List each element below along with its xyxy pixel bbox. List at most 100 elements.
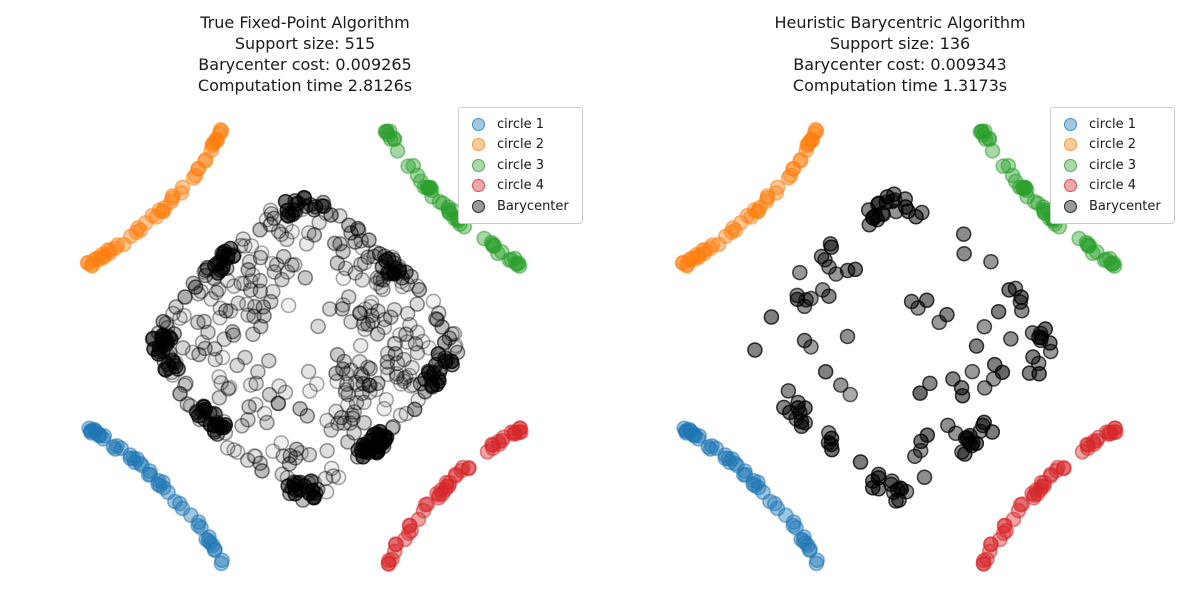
scatter-point (956, 245, 972, 262)
scatter-point (197, 340, 213, 357)
scatter-point (262, 202, 279, 219)
scatter-point (803, 339, 819, 355)
scatter-point (353, 366, 369, 382)
scatter-point (874, 205, 891, 222)
scatter-point (378, 391, 395, 408)
scatter-point (780, 383, 797, 399)
scatter-point (256, 405, 273, 422)
scatter-point (1080, 437, 1096, 454)
scatter-point (208, 132, 224, 149)
scatter-point (340, 434, 356, 450)
scatter-point (782, 404, 798, 421)
legend-label: circle 3 (497, 157, 544, 173)
scatter-point (823, 239, 840, 255)
legend-row: Barycenter (467, 196, 569, 217)
scatter-point (240, 452, 256, 468)
scatter-point (375, 272, 392, 288)
scatter-point (1000, 157, 1017, 174)
scatter-point (225, 327, 242, 343)
scatter-point (800, 537, 816, 554)
scatter-point (409, 324, 426, 341)
scatter-point (785, 161, 801, 177)
scatter-point (387, 346, 404, 362)
scatter-point (354, 385, 370, 402)
scatter-point (490, 245, 506, 262)
legend-marker-icon (472, 158, 485, 172)
scatter-point (340, 386, 356, 403)
scatter-point (176, 307, 192, 324)
scatter-point (453, 462, 470, 479)
scatter-point (323, 207, 339, 223)
scatter-point (253, 245, 270, 261)
legend-row: circle 1 (467, 114, 569, 135)
scatter-point (203, 291, 219, 307)
scatter-point (342, 415, 358, 431)
scatter-point (297, 270, 314, 286)
scatter-point (368, 381, 384, 398)
scatter-point (379, 354, 396, 370)
scatter-point (803, 290, 819, 307)
legend-marker-icon (1064, 179, 1077, 193)
scatter-point (908, 208, 924, 225)
scatter-point (343, 225, 359, 241)
scatter-point (353, 256, 369, 273)
scatter-point (274, 271, 290, 288)
scatter-point (793, 413, 810, 430)
right-title-line-2: Support size: 136 (829, 34, 971, 53)
scatter-point (211, 390, 228, 406)
scatter-point (363, 294, 380, 311)
scatter-point (360, 316, 376, 333)
scatter-point (219, 272, 236, 289)
right-title-line-1: Heuristic Barycentric Algorithm (774, 13, 1026, 32)
scatter-point (1014, 302, 1030, 319)
scatter-point (306, 474, 323, 491)
scatter-point (263, 206, 280, 222)
scatter-point (247, 448, 264, 465)
scatter-point (410, 511, 427, 528)
scatter-point (325, 468, 342, 484)
scatter-point (401, 367, 418, 384)
scatter-point (252, 283, 269, 299)
scatter-point (341, 289, 357, 305)
scatter-point (997, 517, 1013, 534)
scatter-point (678, 423, 695, 439)
scatter-point (485, 437, 501, 454)
scatter-point (912, 385, 928, 401)
right-title-line-4: Computation time 1.3173s (792, 76, 1008, 95)
scatter-point (216, 414, 232, 430)
scatter-point (369, 270, 386, 286)
scatter-point (370, 375, 386, 392)
scatter-point (392, 327, 408, 343)
legend-row: circle 4 (1059, 176, 1161, 197)
scatter-point (747, 342, 763, 358)
scatter-point (903, 293, 920, 310)
scatter-point (399, 334, 415, 350)
scatter-point (222, 303, 239, 319)
scatter-point (353, 233, 369, 249)
scatter-point (1005, 511, 1022, 528)
scatter-point (280, 297, 297, 314)
scatter-point (352, 305, 368, 322)
left-legend: circle 1 circle 2 circle 3 circle 4 Barycent… (458, 107, 583, 224)
scatter-point (352, 337, 369, 354)
scatter-point (983, 536, 999, 553)
scatter-point (419, 496, 436, 512)
scatter-point (226, 442, 242, 458)
scatter-point (1028, 482, 1045, 498)
scatter-point (240, 411, 256, 428)
scatter-point (824, 441, 840, 458)
right-title-line-3: Barycenter cost: 0.009343 (793, 55, 1007, 74)
scatter-point (329, 373, 345, 390)
scatter-point (1025, 349, 1041, 365)
scatter-point (261, 386, 278, 403)
scatter-point (346, 425, 362, 441)
scatter-point (1021, 365, 1038, 381)
legend-marker-icon (472, 179, 485, 193)
scatter-point (406, 401, 423, 418)
legend-label: Barycenter (497, 198, 569, 214)
scatter-point (250, 363, 266, 380)
scatter-point (372, 271, 388, 287)
scatter-point (252, 272, 268, 289)
scatter-point (376, 311, 393, 328)
scatter-point (307, 199, 324, 215)
